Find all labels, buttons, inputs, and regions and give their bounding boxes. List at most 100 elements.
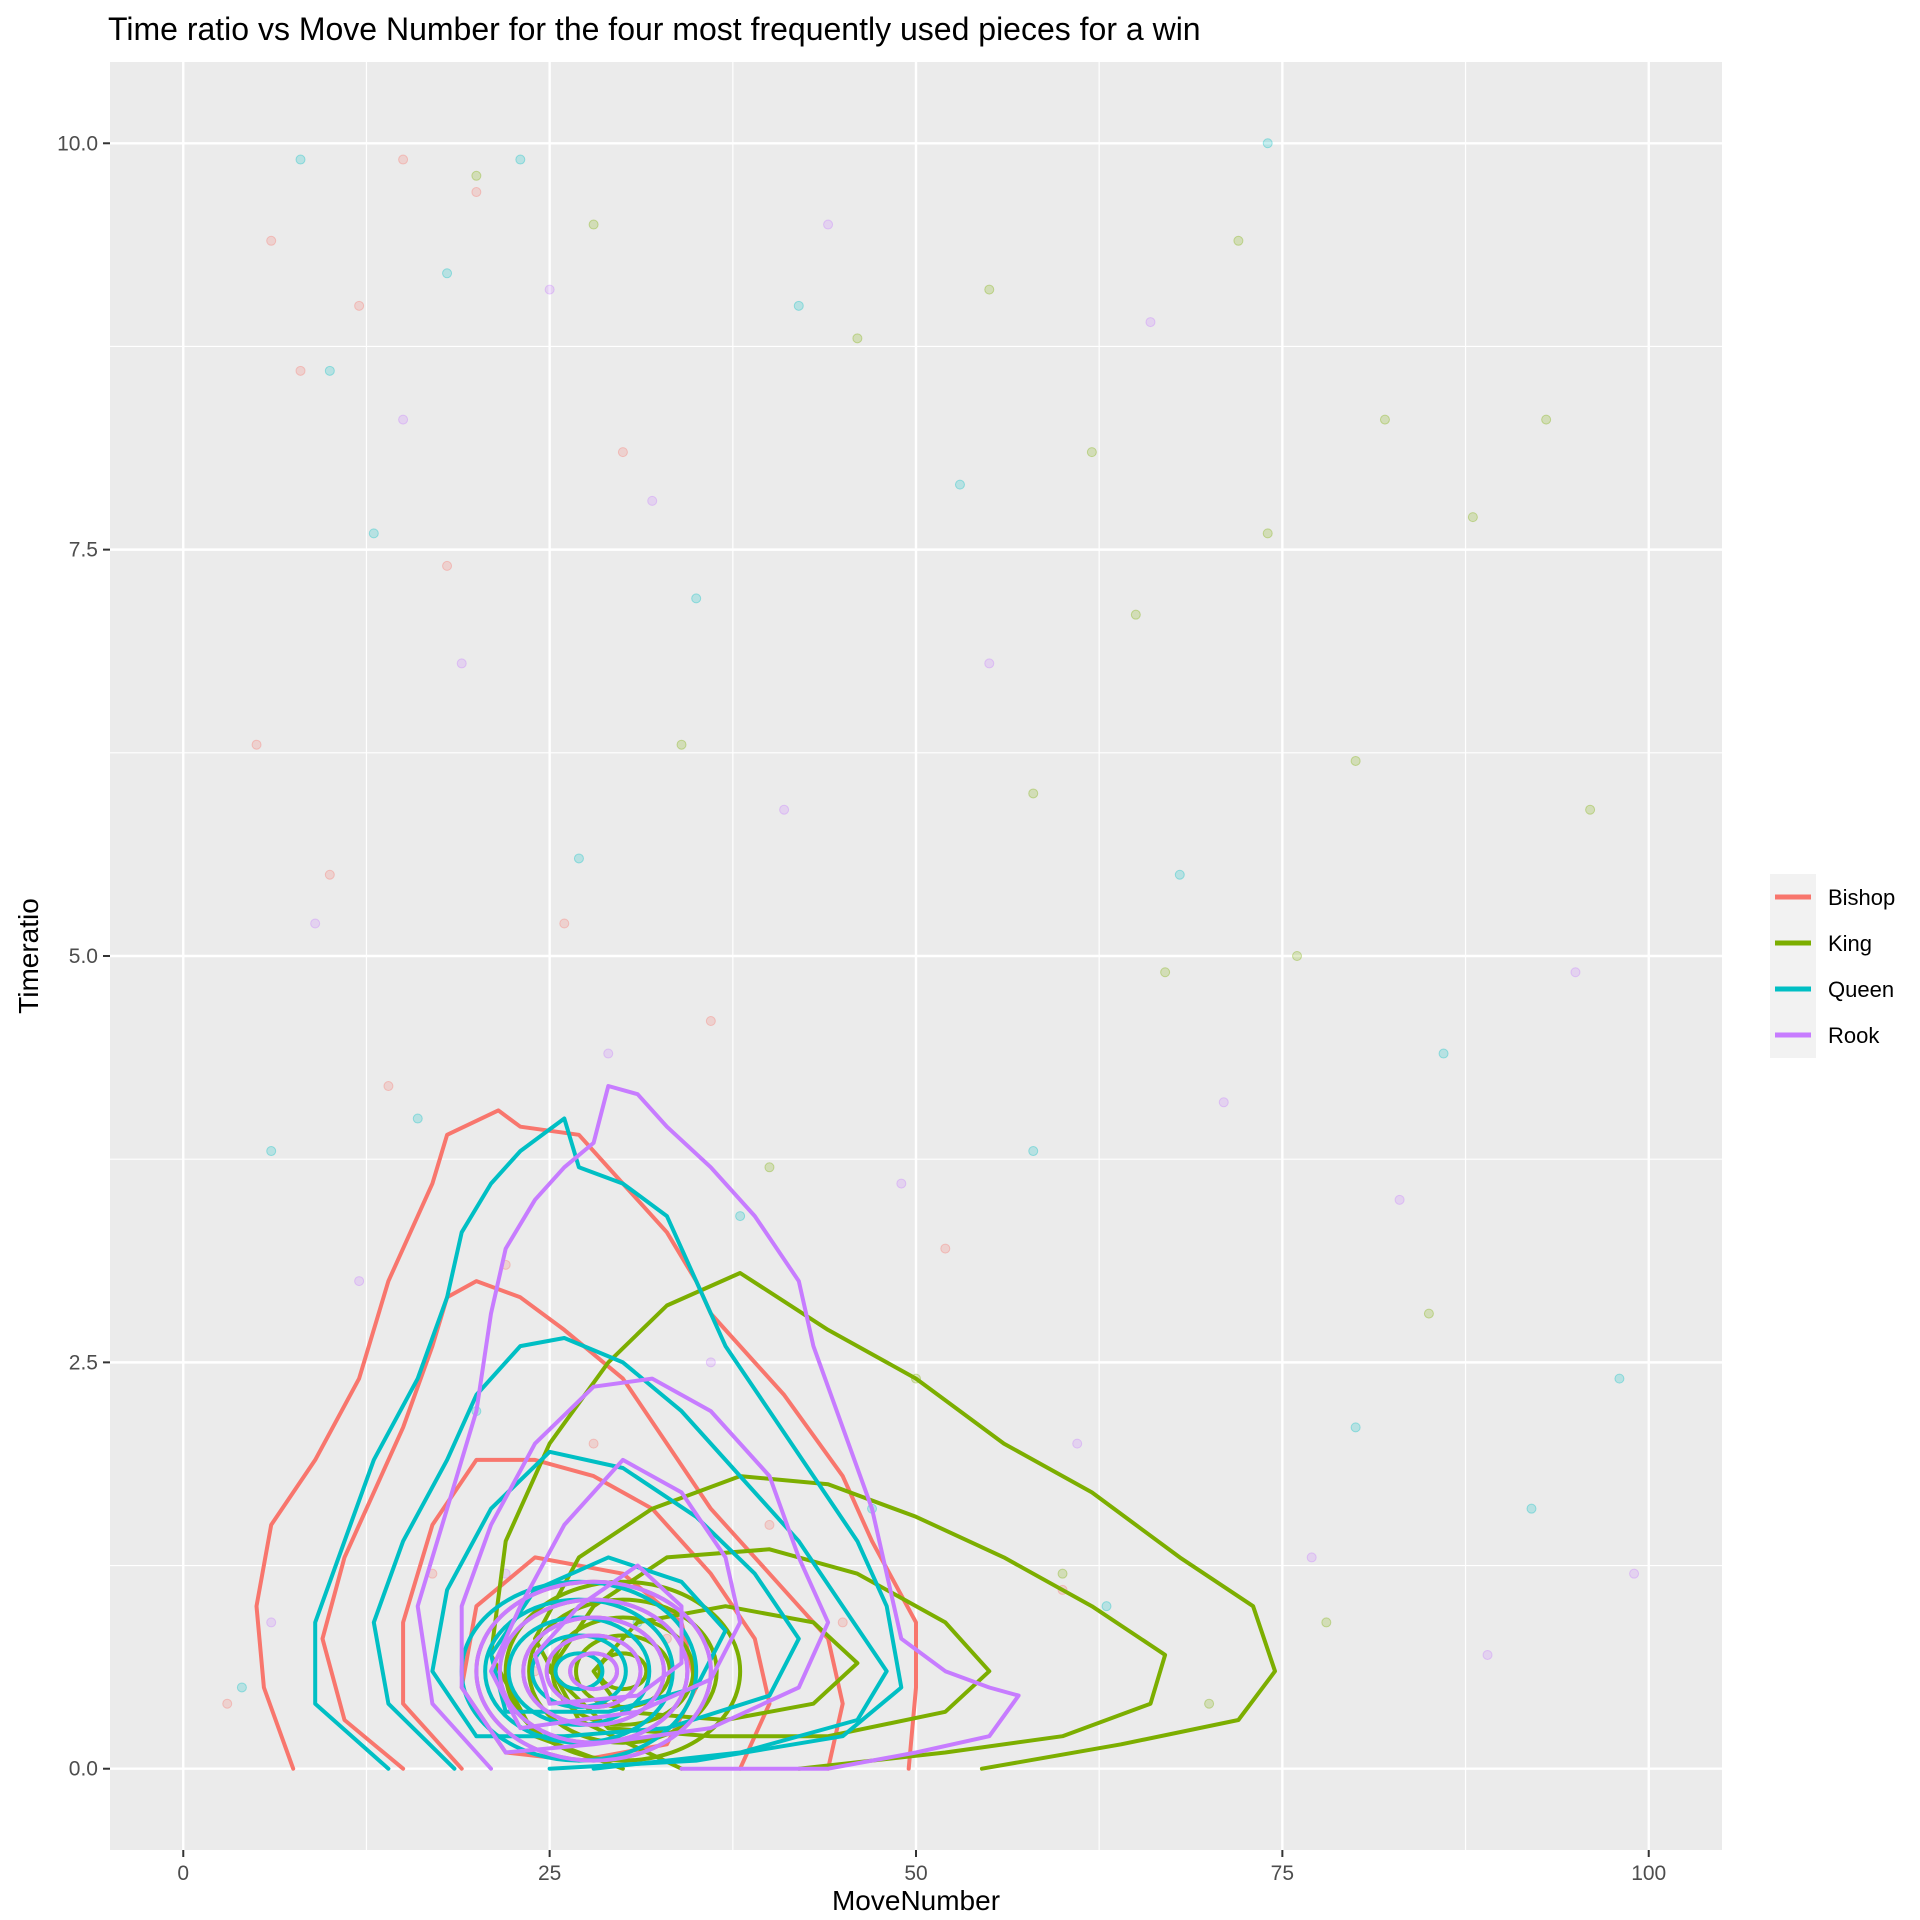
scatter-point-bishop xyxy=(764,1519,775,1530)
scatter-point-bishop xyxy=(295,365,306,376)
scatter-point-rook xyxy=(647,495,658,506)
x-axis-label: MoveNumber xyxy=(832,1885,1000,1916)
scatter-point-bishop xyxy=(398,154,409,165)
scatter-point-king xyxy=(852,333,863,344)
scatter-point-queen xyxy=(1101,1601,1112,1612)
scatter-point-rook xyxy=(1218,1097,1229,1108)
scatter-point-queen xyxy=(1526,1503,1537,1514)
contour-inner-king xyxy=(503,1579,743,1763)
scatter-point-bishop xyxy=(266,235,277,246)
scatter-point-queen xyxy=(1438,1048,1449,1059)
scatter-point-queen xyxy=(1028,1146,1039,1157)
scatter-point-queen xyxy=(735,1211,746,1222)
y-tick-label: 10.0 xyxy=(57,132,98,155)
scatter-point-bishop xyxy=(940,1243,951,1254)
scatter-point-bishop xyxy=(617,447,628,458)
scatter-point-queen xyxy=(691,593,702,604)
legend: Bishop King Queen Rook xyxy=(1770,874,1895,1058)
scatter-point-king xyxy=(1292,951,1303,961)
legend-label-queen: Queen xyxy=(1828,977,1894,1002)
scatter-point-king xyxy=(1057,1568,1068,1579)
contour-bishop xyxy=(401,1457,772,1771)
scatter-point-rook xyxy=(456,658,467,669)
scatter-point-king xyxy=(1541,414,1552,425)
contour-rook xyxy=(459,1376,831,1755)
scatter-point-queen xyxy=(1174,869,1185,880)
scatter-point-bishop xyxy=(324,869,335,880)
x-tick-label: 25 xyxy=(538,1862,561,1885)
scatter-point-bishop xyxy=(588,1438,599,1449)
y-tick-label: 2.5 xyxy=(69,1351,98,1374)
density-contours xyxy=(254,1084,1277,1771)
scatter-point-rook xyxy=(1629,1568,1640,1579)
scatter-point-rook xyxy=(544,284,555,295)
contour-inner-king xyxy=(550,1615,696,1727)
chart-title: Time ratio vs Move Number for the four m… xyxy=(108,11,1201,47)
scatter-point-rook xyxy=(896,1178,907,1189)
x-tick-label: 75 xyxy=(1271,1862,1294,1885)
y-tick-label: 0.0 xyxy=(69,1758,98,1781)
scatter-point-rook xyxy=(779,804,790,815)
scatter-point-bishop xyxy=(705,1016,716,1027)
y-tick-label: 7.5 xyxy=(69,539,98,562)
contour-inner-rook xyxy=(521,1615,666,1727)
scatter-point-rook xyxy=(1570,967,1581,978)
scatter-point-rook xyxy=(1145,317,1156,328)
scatter-point-bishop xyxy=(471,187,482,198)
scatter-point-king xyxy=(1086,447,1097,458)
scatter-point-rook xyxy=(1482,1649,1493,1660)
scatter-point-queen xyxy=(515,154,526,165)
scatter-point-queen xyxy=(1262,138,1273,149)
x-tick-label: 50 xyxy=(904,1862,927,1885)
scatter-point-bishop xyxy=(251,739,262,750)
scatter-point-queen xyxy=(573,853,584,864)
y-tick-label: 5.0 xyxy=(69,945,98,968)
contour-rook xyxy=(489,1457,743,1731)
scatter-point-king xyxy=(1204,1698,1215,1709)
x-tick-label: 0 xyxy=(177,1862,189,1885)
contour-king xyxy=(489,1271,1277,1771)
contour-rook xyxy=(415,1084,1021,1771)
contour-queen xyxy=(371,1336,889,1771)
contour-inner-rook xyxy=(497,1597,690,1745)
y-axis-label: Timeratio xyxy=(13,898,44,1014)
scatter-point-rook xyxy=(354,1276,365,1287)
scatter-point-queen xyxy=(295,154,306,165)
scatter-point-queen xyxy=(793,300,804,311)
scatter-point-queen xyxy=(324,365,335,376)
scatter-point-bishop xyxy=(442,560,453,571)
scatter-point-king xyxy=(588,219,599,230)
contour-inner-king xyxy=(597,1651,649,1692)
scatter-point-bishop xyxy=(222,1698,233,1709)
scatter-point-king xyxy=(1467,512,1478,523)
legend-label-bishop: Bishop xyxy=(1828,885,1895,910)
scatter-point-king xyxy=(1321,1617,1332,1628)
scatter-point-king xyxy=(676,739,687,750)
scatter-point-queen xyxy=(1350,1422,1361,1433)
scatter-point-king xyxy=(471,170,482,181)
scatter-point-rook xyxy=(984,658,995,669)
scatter-point-rook xyxy=(310,918,321,929)
scatter-point-king xyxy=(1379,414,1390,425)
scatter-point-queen xyxy=(412,1113,423,1124)
y-axis-ticks: 0.0 2.5 5.0 7.5 10.0 xyxy=(57,132,110,1781)
contour-queen xyxy=(313,1116,904,1771)
contour-inner-rook xyxy=(568,1651,620,1692)
contour-inner-rook xyxy=(474,1579,713,1763)
x-axis-ticks: 0 25 50 75 100 xyxy=(177,1850,1666,1885)
scatter-point-bishop xyxy=(559,918,570,929)
contour-rook xyxy=(533,1563,684,1706)
scatter-point-bishop xyxy=(354,300,365,311)
scatter-point-queen xyxy=(236,1682,247,1693)
scatter-point-king xyxy=(764,1162,775,1173)
scatter-point-king xyxy=(1130,609,1141,620)
contour-inner-queen xyxy=(553,1651,605,1692)
scatter-point-bishop xyxy=(383,1081,394,1092)
contour-inner-rook xyxy=(544,1633,643,1709)
scatter-point-rook xyxy=(705,1357,716,1368)
scatter-point-king xyxy=(984,284,995,295)
scatter-point-rook xyxy=(1306,1552,1317,1563)
x-tick-label: 100 xyxy=(1631,1862,1666,1885)
scatter-point-rook xyxy=(1072,1438,1083,1449)
